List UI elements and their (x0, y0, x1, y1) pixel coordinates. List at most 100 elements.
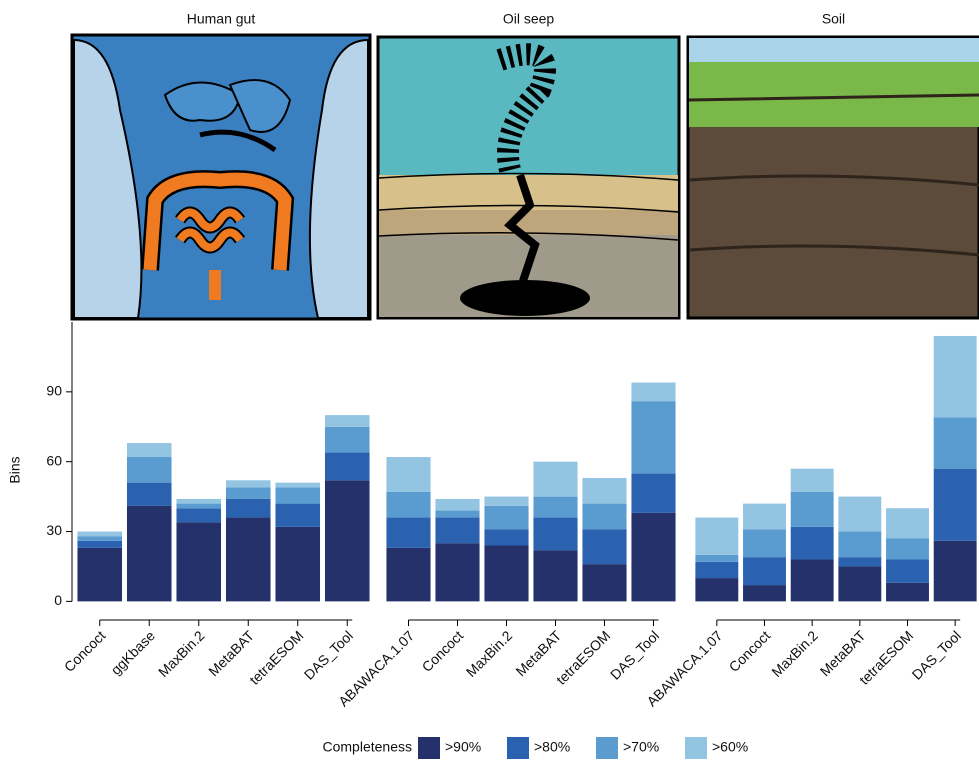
bar-segment (176, 498, 222, 504)
legend-swatch (685, 737, 707, 759)
x-tick-label: Concoct (419, 627, 467, 675)
bar-segment (582, 564, 627, 602)
panel-title: Oil seep (503, 11, 555, 27)
x-tick-label: MetaBAT (205, 627, 257, 679)
bar-segment (435, 510, 480, 518)
bar-segment (582, 477, 627, 504)
bar-segment (533, 461, 578, 497)
bar-segment (275, 482, 321, 488)
bar-segment (435, 543, 480, 602)
bar-segment (126, 482, 172, 506)
bar-segment (886, 538, 929, 560)
bar-segment (275, 503, 321, 527)
bar-segment (582, 529, 627, 565)
bar-segment (126, 505, 172, 602)
bar-segment (484, 545, 529, 602)
bar-segment (933, 468, 977, 541)
bar-segment (225, 480, 271, 488)
bar-segment (77, 531, 123, 537)
bar-segment (77, 536, 123, 541)
bar-segment (933, 417, 977, 469)
x-tick-label: DAS_Tool (607, 627, 662, 682)
bar-segment (324, 426, 370, 453)
bar-segment (743, 503, 786, 530)
bar-segment (790, 559, 834, 602)
bar-segment (77, 547, 123, 602)
bar-segment (790, 468, 834, 492)
x-tick-label: DAS_Tool (301, 627, 356, 682)
bar-segment (225, 487, 271, 499)
bar-segment (386, 491, 431, 518)
bar-segment (838, 531, 882, 558)
bar-segment (77, 540, 123, 548)
legend-label: >70% (623, 739, 659, 755)
gut-illustration (70, 33, 372, 321)
bar-segment (838, 557, 882, 567)
bar-segment (225, 517, 271, 602)
y-tick-label: 60 (46, 452, 62, 468)
bar-segment (176, 503, 222, 509)
bar-segment (386, 517, 431, 548)
panel-title: Soil (822, 11, 845, 27)
x-tick-label: MaxBin.2 (155, 627, 208, 680)
bar-segment (275, 526, 321, 602)
bar-segment (743, 529, 786, 558)
bar-segment (790, 526, 834, 560)
bar-segment (933, 335, 977, 418)
oil-seep-illustration (376, 35, 681, 320)
bar-segment (176, 508, 222, 523)
x-tick-label: Concoct (61, 627, 109, 675)
bar-segment (838, 496, 882, 532)
bar-segment (435, 498, 480, 511)
x-tick-label: tetraESOM (553, 627, 613, 687)
legend-label: >80% (534, 739, 570, 755)
bar-segment (435, 517, 480, 544)
bar-segment (695, 561, 739, 579)
bar-segment (533, 496, 578, 518)
bar-segment (695, 578, 739, 602)
bar-segment (484, 529, 529, 546)
bar-segment (324, 415, 370, 427)
bar-segment (631, 473, 676, 513)
legend-title: Completeness (323, 739, 413, 755)
bar-segment (386, 457, 431, 492)
x-tick-label: Concoct (726, 627, 774, 675)
bar-segment (743, 585, 786, 602)
bar-segment (695, 554, 739, 562)
bar-segment (631, 401, 676, 474)
bar-segment (631, 382, 676, 402)
x-tick-label: tetraESOM (246, 627, 306, 687)
x-tick-label: DAS_Tool (909, 627, 964, 682)
legend-label: >90% (445, 739, 481, 755)
bar-segment (695, 517, 739, 555)
legend-label: >60% (712, 739, 748, 755)
bar-segment (484, 496, 529, 506)
bar-segment (484, 505, 529, 530)
soil-illustration (686, 35, 979, 320)
legend-swatch (596, 737, 618, 759)
x-tick-label: MaxBin.2 (463, 627, 516, 680)
bar-segment (933, 540, 977, 602)
x-tick-label: MaxBin.2 (768, 627, 821, 680)
bar-segment (533, 550, 578, 602)
panel-title: Human gut (187, 11, 256, 27)
bar-segment (838, 566, 882, 602)
x-tick-label: ggKbase (108, 627, 159, 678)
legend-swatch (507, 737, 529, 759)
bar-segment (533, 517, 578, 551)
bar-segment (790, 491, 834, 527)
y-tick-label: 90 (46, 383, 62, 399)
bar-segment (886, 508, 929, 539)
bar-segment (631, 512, 676, 602)
bar-segment (886, 559, 929, 583)
bar-segment (126, 443, 172, 458)
y-tick-label: 30 (46, 522, 62, 538)
bar-segment (386, 547, 431, 602)
bar-segment (582, 503, 627, 530)
bar-segment (324, 452, 370, 481)
bar-segment (275, 487, 321, 504)
y-tick-label: 0 (54, 592, 62, 608)
y-axis-label: Bins (7, 456, 23, 483)
bar-segment (886, 582, 929, 602)
